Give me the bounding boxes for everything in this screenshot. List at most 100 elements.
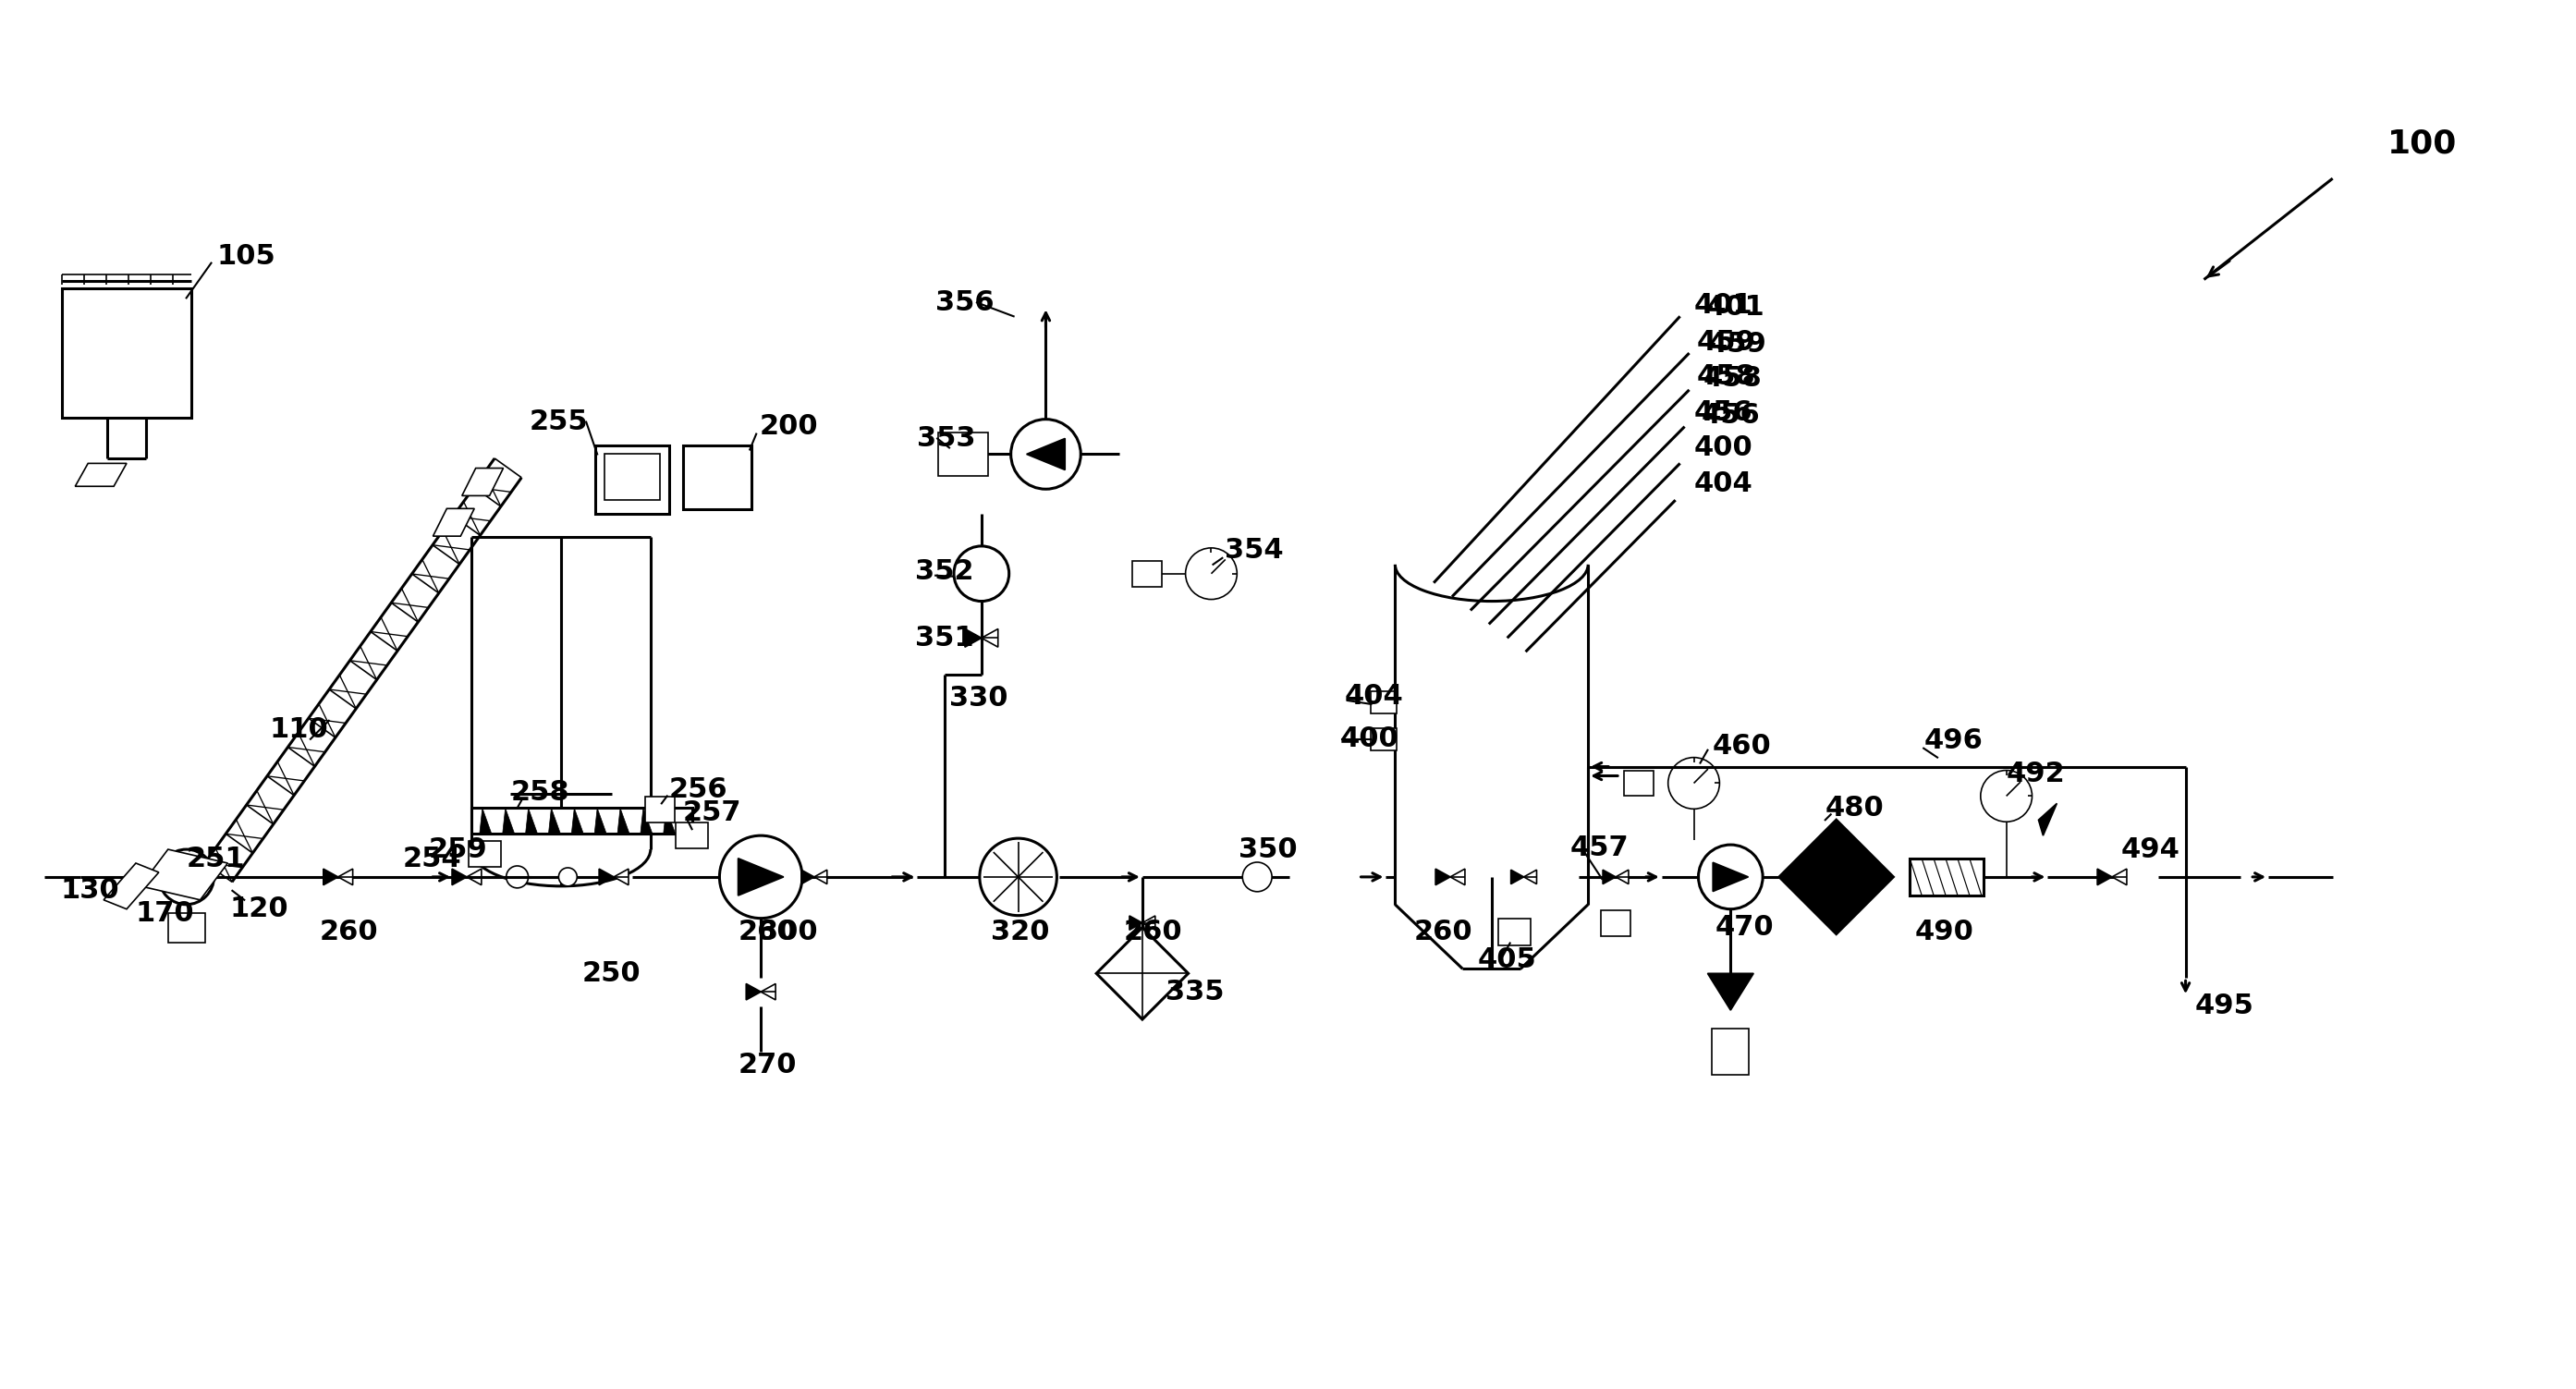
Text: 270: 270 <box>737 1051 796 1079</box>
Polygon shape <box>1713 863 1749 892</box>
Text: 354: 354 <box>1226 538 1283 564</box>
Polygon shape <box>451 870 466 885</box>
Text: 100: 100 <box>2388 128 2458 160</box>
Polygon shape <box>549 808 562 833</box>
Text: 256: 256 <box>670 776 729 803</box>
Text: 400: 400 <box>1340 725 1399 753</box>
Circle shape <box>559 868 577 886</box>
Text: 350: 350 <box>1239 836 1298 863</box>
Text: 457: 457 <box>1569 835 1628 861</box>
Polygon shape <box>170 864 201 889</box>
Polygon shape <box>325 870 337 885</box>
Polygon shape <box>142 849 227 900</box>
Text: 353: 353 <box>917 425 976 451</box>
Bar <box>605 454 659 500</box>
Text: 105: 105 <box>216 243 276 269</box>
Text: 470: 470 <box>1716 914 1775 940</box>
Polygon shape <box>1097 928 1188 1020</box>
Text: 120: 120 <box>229 896 289 922</box>
Bar <box>1623 771 1654 796</box>
Text: 258: 258 <box>510 779 569 806</box>
Polygon shape <box>760 983 775 1000</box>
Text: 405: 405 <box>1479 946 1538 974</box>
Polygon shape <box>814 870 827 883</box>
Polygon shape <box>461 468 502 496</box>
Text: 496: 496 <box>1924 728 1984 754</box>
Circle shape <box>719 836 801 918</box>
Text: 460: 460 <box>1713 733 1772 760</box>
Circle shape <box>953 546 1010 601</box>
Bar <box>1713 1029 1749 1075</box>
Text: 200: 200 <box>760 413 817 440</box>
Polygon shape <box>526 808 538 833</box>
Polygon shape <box>801 870 814 883</box>
Text: 260: 260 <box>319 918 379 946</box>
Polygon shape <box>641 808 652 833</box>
Polygon shape <box>1141 915 1154 931</box>
Polygon shape <box>1435 870 1450 885</box>
Bar <box>167 913 204 942</box>
Text: 458: 458 <box>1703 365 1762 392</box>
Text: 480: 480 <box>1826 795 1883 821</box>
Polygon shape <box>502 808 515 833</box>
Text: 130: 130 <box>59 878 118 904</box>
Polygon shape <box>103 863 160 908</box>
Polygon shape <box>1512 870 1525 883</box>
Bar <box>1909 858 1984 896</box>
Text: 255: 255 <box>528 408 587 435</box>
Bar <box>1499 918 1530 946</box>
Circle shape <box>1669 757 1721 808</box>
Text: 260: 260 <box>1414 918 1473 946</box>
Bar <box>675 822 708 849</box>
Polygon shape <box>75 464 126 486</box>
Text: 401: 401 <box>1695 292 1752 318</box>
Text: 404: 404 <box>1345 683 1404 710</box>
Bar <box>683 444 752 510</box>
Text: 260: 260 <box>737 918 796 946</box>
Text: 492: 492 <box>2007 761 2066 788</box>
Polygon shape <box>600 870 613 885</box>
Polygon shape <box>337 870 353 885</box>
Bar <box>938 432 989 476</box>
Text: 300: 300 <box>760 918 817 946</box>
Text: 257: 257 <box>683 799 742 826</box>
Polygon shape <box>595 808 605 833</box>
Polygon shape <box>1450 870 1466 885</box>
Text: 459: 459 <box>1708 331 1767 357</box>
Polygon shape <box>2038 803 2056 836</box>
Text: 330: 330 <box>951 685 1007 713</box>
Text: 400: 400 <box>1695 435 1752 461</box>
Text: 351: 351 <box>914 625 974 651</box>
Text: 356: 356 <box>935 289 994 315</box>
Text: 459: 459 <box>1698 329 1757 356</box>
Text: 401: 401 <box>1705 293 1765 321</box>
Polygon shape <box>479 808 492 833</box>
Polygon shape <box>466 870 482 885</box>
Text: 404: 404 <box>1695 471 1752 497</box>
Text: 254: 254 <box>402 845 461 872</box>
Polygon shape <box>613 870 629 885</box>
Polygon shape <box>618 808 629 833</box>
Bar <box>1370 728 1396 750</box>
Polygon shape <box>1602 870 1615 883</box>
Polygon shape <box>1128 915 1141 931</box>
Bar <box>471 808 693 833</box>
Polygon shape <box>1708 974 1754 1010</box>
Bar <box>62 289 191 418</box>
Text: 259: 259 <box>428 836 487 863</box>
Bar <box>1600 910 1631 936</box>
Text: 456: 456 <box>1700 403 1759 429</box>
Polygon shape <box>665 808 675 833</box>
Bar <box>1133 561 1162 586</box>
Text: 458: 458 <box>1698 364 1754 390</box>
Polygon shape <box>572 808 582 833</box>
Circle shape <box>1981 771 2032 822</box>
Text: 170: 170 <box>137 900 196 926</box>
Polygon shape <box>966 629 981 647</box>
Bar <box>469 842 502 867</box>
Text: 251: 251 <box>185 845 245 872</box>
Text: 495: 495 <box>2195 992 2254 1020</box>
Text: 110: 110 <box>268 717 327 743</box>
Bar <box>1370 692 1396 714</box>
Text: 490: 490 <box>1914 918 1973 946</box>
